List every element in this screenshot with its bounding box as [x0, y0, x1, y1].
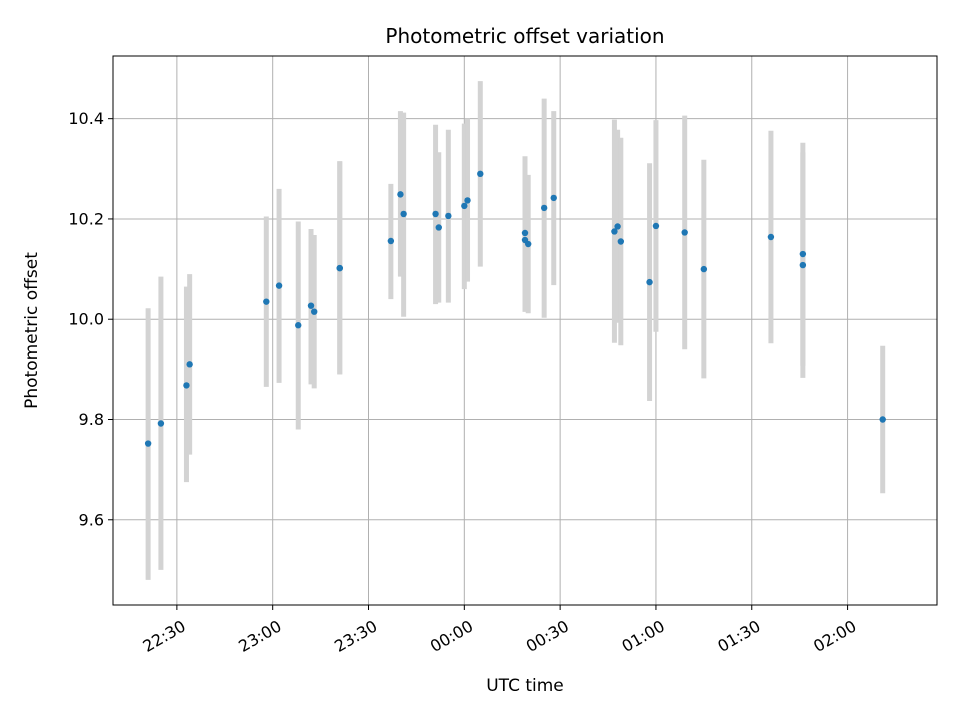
data-point — [263, 298, 270, 305]
x-tick-label: 00:00 — [427, 616, 476, 656]
data-point — [295, 322, 302, 329]
x-axis: 22:30 23:00 23:30 00:00 00:30 01:00 01:30 02:00 — [139, 605, 860, 656]
data-point — [614, 223, 621, 230]
chart-title: Photometric offset variation — [385, 24, 664, 48]
data-point — [521, 229, 529, 237]
y-tick-label: 10.4 — [68, 109, 104, 128]
data-point — [435, 224, 442, 231]
x-tick-label: 23:30 — [331, 616, 380, 656]
data-point — [400, 210, 407, 218]
data-point — [275, 282, 283, 289]
data-point — [307, 302, 315, 309]
data-point — [183, 382, 190, 389]
data-point — [767, 233, 775, 241]
x-tick-label: 02:00 — [810, 616, 859, 656]
data-point — [311, 308, 318, 315]
data-point — [186, 361, 193, 368]
data-point — [144, 440, 152, 447]
data-point — [611, 228, 618, 235]
data-point — [879, 416, 886, 423]
data-point — [524, 240, 532, 248]
data-point — [432, 210, 439, 218]
x-tick-label: 00:30 — [523, 616, 572, 656]
grid-layer — [113, 56, 937, 605]
x-axis-label: UTC time — [486, 676, 564, 696]
data-point — [799, 250, 807, 258]
data-point — [617, 238, 625, 245]
x-tick-label: 23:00 — [235, 616, 284, 656]
y-tick-label: 10.2 — [68, 209, 104, 228]
data-point — [646, 278, 653, 286]
y-tick-label: 10.0 — [68, 310, 104, 329]
x-tick-label: 01:00 — [619, 616, 668, 656]
y-axis-label: Photometric offset — [22, 252, 42, 409]
data-point — [445, 212, 452, 220]
data-point — [540, 204, 548, 212]
data-point — [799, 261, 807, 269]
plot-frame — [112, 55, 938, 606]
point-layer — [144, 170, 886, 447]
x-tick-label: 01:30 — [714, 616, 763, 656]
data-point — [477, 170, 484, 178]
data-point — [700, 265, 708, 273]
errorbar-layer — [145, 81, 886, 580]
data-point — [681, 229, 688, 236]
y-tick-label: 9.6 — [79, 510, 104, 529]
data-point — [550, 194, 557, 202]
data-point — [336, 264, 343, 272]
y-tick-label: 9.8 — [79, 410, 104, 429]
y-axis: 9.6 9.8 10.0 10.2 10.4 — [68, 109, 113, 529]
data-point — [397, 191, 404, 198]
data-point — [464, 197, 471, 204]
data-point — [157, 420, 165, 427]
data-point — [652, 222, 660, 230]
x-tick-label: 22:30 — [139, 616, 188, 656]
data-point — [461, 202, 468, 210]
data-point — [387, 237, 395, 245]
